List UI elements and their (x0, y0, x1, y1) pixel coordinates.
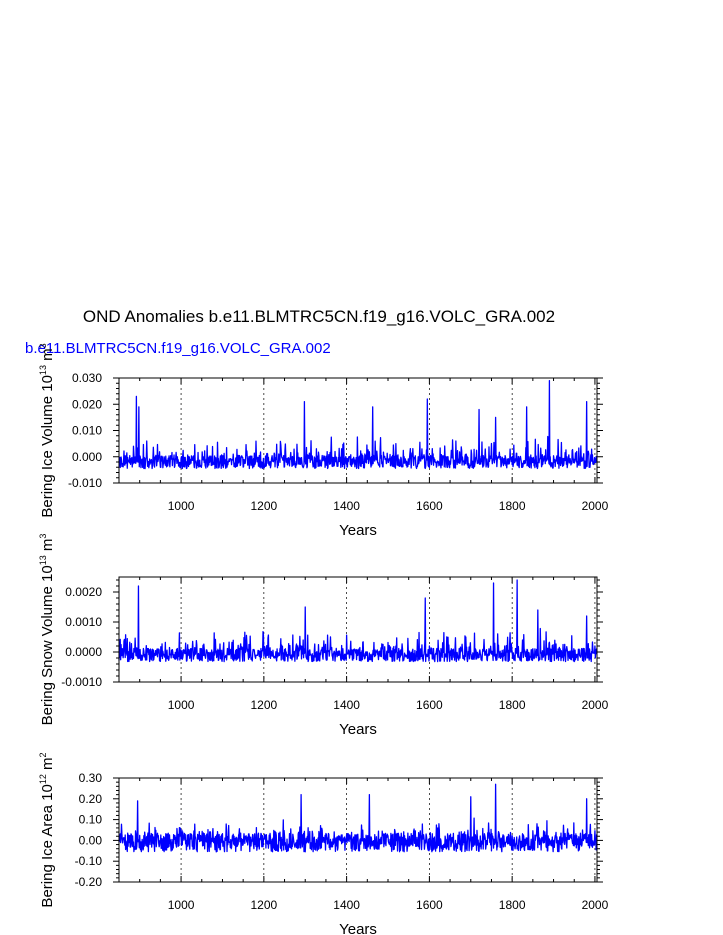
chart-panel-1: 1000 1200 1400 1600 1800 2000 -0.010 0.000 0.010… (38, 343, 609, 539)
x-tick-label: 1600 (416, 898, 443, 912)
y-label-text: Bering Ice Area 10 (39, 784, 56, 907)
y-tick-label: 0.0000 (65, 645, 102, 659)
x-tick-label: 1400 (333, 898, 360, 912)
x-tick-label: 1200 (250, 898, 277, 912)
y-tick-label: -0.0010 (61, 675, 102, 689)
y-label-text: Bering Ice Volume 10 (39, 375, 56, 518)
x-tick-label: 1800 (499, 698, 526, 712)
x-axis-label: Years (339, 522, 377, 539)
x-tick-label: 1600 (416, 698, 443, 712)
y-label-text: Bering Snow Volume 10 (39, 565, 56, 725)
x-tick-label: 1800 (499, 898, 526, 912)
x-tick-label: 2000 (582, 499, 609, 513)
chart-title: OND Anomalies b.e11.BLMTRC5CN.f19_g16.VO… (83, 307, 555, 326)
y-label-unit-exponent: 2 (38, 752, 48, 757)
y-label-unit-exponent: 3 (38, 534, 48, 539)
y-label-exponent: 12 (38, 774, 48, 784)
y-tick-label: -0.10 (75, 854, 103, 868)
y-label-exponent: 13 (38, 365, 48, 375)
y-label-exponent: 13 (38, 555, 48, 565)
chart-panel-3: 1000 1200 1400 1600 1800 2000 -0.20 -0.10 0.00 0.… (38, 752, 609, 935)
x-tick-label: 2000 (582, 698, 609, 712)
series-line (118, 379, 598, 470)
y-tick-label: -0.010 (68, 476, 102, 490)
x-axis-label: Years (339, 721, 377, 738)
panels-group: 1000 1200 1400 1600 1800 2000 -0.010 0.000 0.010… (38, 343, 609, 935)
x-tick-label: 1000 (168, 698, 195, 712)
series-line (118, 783, 598, 853)
x-axis-label: Years (339, 921, 377, 935)
plot-frame (118, 777, 598, 883)
chart-panel-2: 1000 1200 1400 1600 1800 2000 -0.0010 0.0000 0.0… (38, 534, 609, 738)
y-label-unit: m (39, 348, 56, 365)
series-line (118, 579, 598, 663)
x-tick-label: 1600 (416, 499, 443, 513)
y-tick-label: 0.0020 (65, 585, 102, 599)
y-axis-label: Bering Ice Area 1012 m2 (38, 752, 56, 907)
plot-frame (118, 576, 598, 683)
x-tick-label: 2000 (582, 898, 609, 912)
y-label-unit: m (39, 757, 56, 774)
y-axis-label: Bering Snow Volume 1013 m3 (38, 534, 56, 726)
x-tick-label: 1200 (250, 698, 277, 712)
x-tick-label: 1200 (250, 499, 277, 513)
y-tick-label: 0.020 (72, 397, 102, 411)
y-tick-label: 0.00 (79, 833, 103, 847)
y-tick-label: 0.10 (79, 813, 103, 827)
y-tick-label: 0.030 (72, 371, 102, 385)
x-tick-label: 1800 (499, 499, 526, 513)
x-tick-label: 1400 (333, 499, 360, 513)
y-tick-label: 0.010 (72, 424, 102, 438)
y-tick-label: 0.000 (72, 450, 102, 464)
y-axis-label: Bering Ice Volume 1013 m3 (38, 343, 56, 517)
y-tick-label: 0.20 (79, 792, 103, 806)
x-tick-label: 1400 (333, 698, 360, 712)
y-label-unit: m (39, 539, 56, 556)
y-tick-label: 0.0010 (65, 615, 102, 629)
chart-subtitle: b.e11.BLMTRC5CN.f19_g16.VOLC_GRA.002 (25, 340, 331, 357)
y-tick-label: 0.30 (79, 771, 103, 785)
x-tick-label: 1000 (168, 898, 195, 912)
x-tick-label: 1000 (168, 499, 195, 513)
y-tick-label: -0.20 (75, 875, 103, 889)
y-label-unit-exponent: 3 (38, 343, 48, 348)
